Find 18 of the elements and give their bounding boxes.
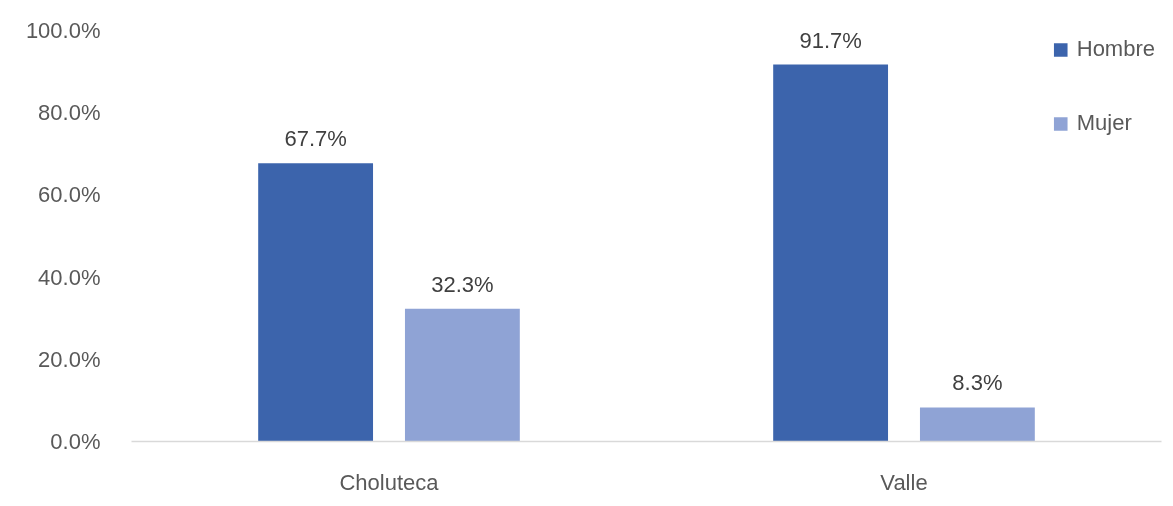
y-tick-label: 0.0%: [50, 429, 101, 454]
y-tick-label: 20.0%: [38, 346, 101, 372]
data-label: 91.7%: [799, 27, 862, 53]
data-label: 67.7%: [284, 126, 347, 152]
x-tick-label: Valle: [880, 469, 928, 495]
data-label: 8.3%: [952, 370, 1003, 396]
x-tick-label: Choluteca: [339, 469, 440, 495]
bar: [258, 163, 374, 442]
bar: [773, 64, 889, 442]
legend-label: Hombre: [1076, 36, 1155, 62]
y-tick-label: 80.0%: [38, 100, 101, 126]
legend-label: Mujer: [1076, 110, 1132, 136]
bar: [919, 407, 1035, 442]
y-tick-label: 40.0%: [38, 264, 101, 290]
bar: [404, 308, 520, 442]
y-tick-label: 100.0%: [25, 18, 101, 43]
data-label: 32.3%: [431, 271, 494, 297]
y-tick-label: 60.0%: [38, 182, 101, 208]
